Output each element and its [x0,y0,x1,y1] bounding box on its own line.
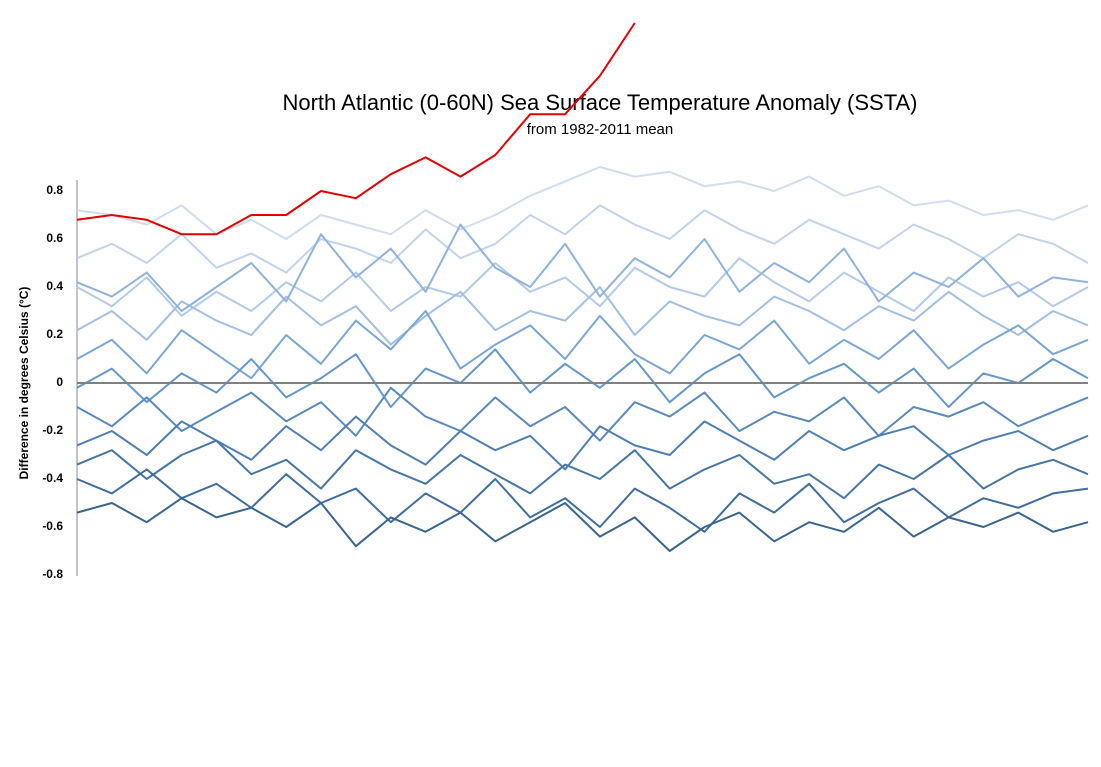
chart-title: North Atlantic (0-60N) Sea Surface Tempe… [282,90,917,115]
y-axis-label: Difference in degrees Celsius (°C) [17,287,31,480]
series-line [76,497,1089,552]
series-line [76,166,1089,240]
series-line [76,286,1089,346]
y-tick-label: 0 [56,375,63,389]
y-tick-label: -0.4 [42,471,63,485]
series-line [76,386,1089,442]
series-line [76,257,1089,317]
series-line [76,223,1089,312]
y-tick-label: 0.6 [46,231,63,245]
y-tick-label: 0.8 [46,183,63,197]
series-line [76,22,636,236]
y-tick-label: -0.2 [42,423,63,437]
y-tick-label: 0.2 [46,327,63,341]
series-line [76,415,1089,471]
series-line [76,348,1089,408]
y-tick-label: -0.8 [42,567,63,581]
y-tick-label: 0.4 [46,279,63,293]
y-tick-label: -0.6 [42,519,63,533]
chart-subtitle: from 1982-2011 mean [527,121,673,138]
series-line [76,468,1089,533]
series-line [76,310,1089,380]
series-line [76,439,1089,500]
series-line [76,204,1089,274]
